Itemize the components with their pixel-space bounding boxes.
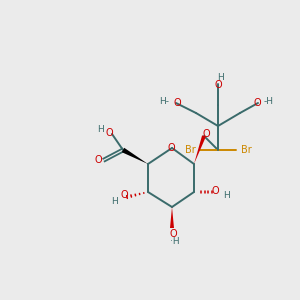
Text: H: H: [111, 197, 117, 206]
Text: H: H: [98, 124, 104, 134]
Text: O: O: [167, 143, 175, 153]
Text: O: O: [105, 128, 113, 138]
Polygon shape: [194, 135, 206, 164]
Text: O: O: [173, 98, 181, 108]
Text: O: O: [120, 190, 128, 200]
Polygon shape: [122, 148, 148, 164]
Text: -H: -H: [264, 98, 274, 106]
Text: O: O: [94, 155, 102, 165]
Text: O: O: [214, 80, 222, 90]
Text: H: H: [223, 191, 230, 200]
Text: O: O: [211, 186, 219, 196]
Text: Br: Br: [241, 145, 251, 155]
Polygon shape: [170, 207, 174, 228]
Text: H-: H-: [159, 98, 169, 106]
Text: Br: Br: [184, 145, 195, 155]
Text: H: H: [217, 73, 224, 82]
Text: O: O: [169, 229, 177, 239]
Text: O: O: [202, 129, 210, 139]
Text: ·H: ·H: [170, 238, 180, 247]
Text: O: O: [253, 98, 261, 108]
